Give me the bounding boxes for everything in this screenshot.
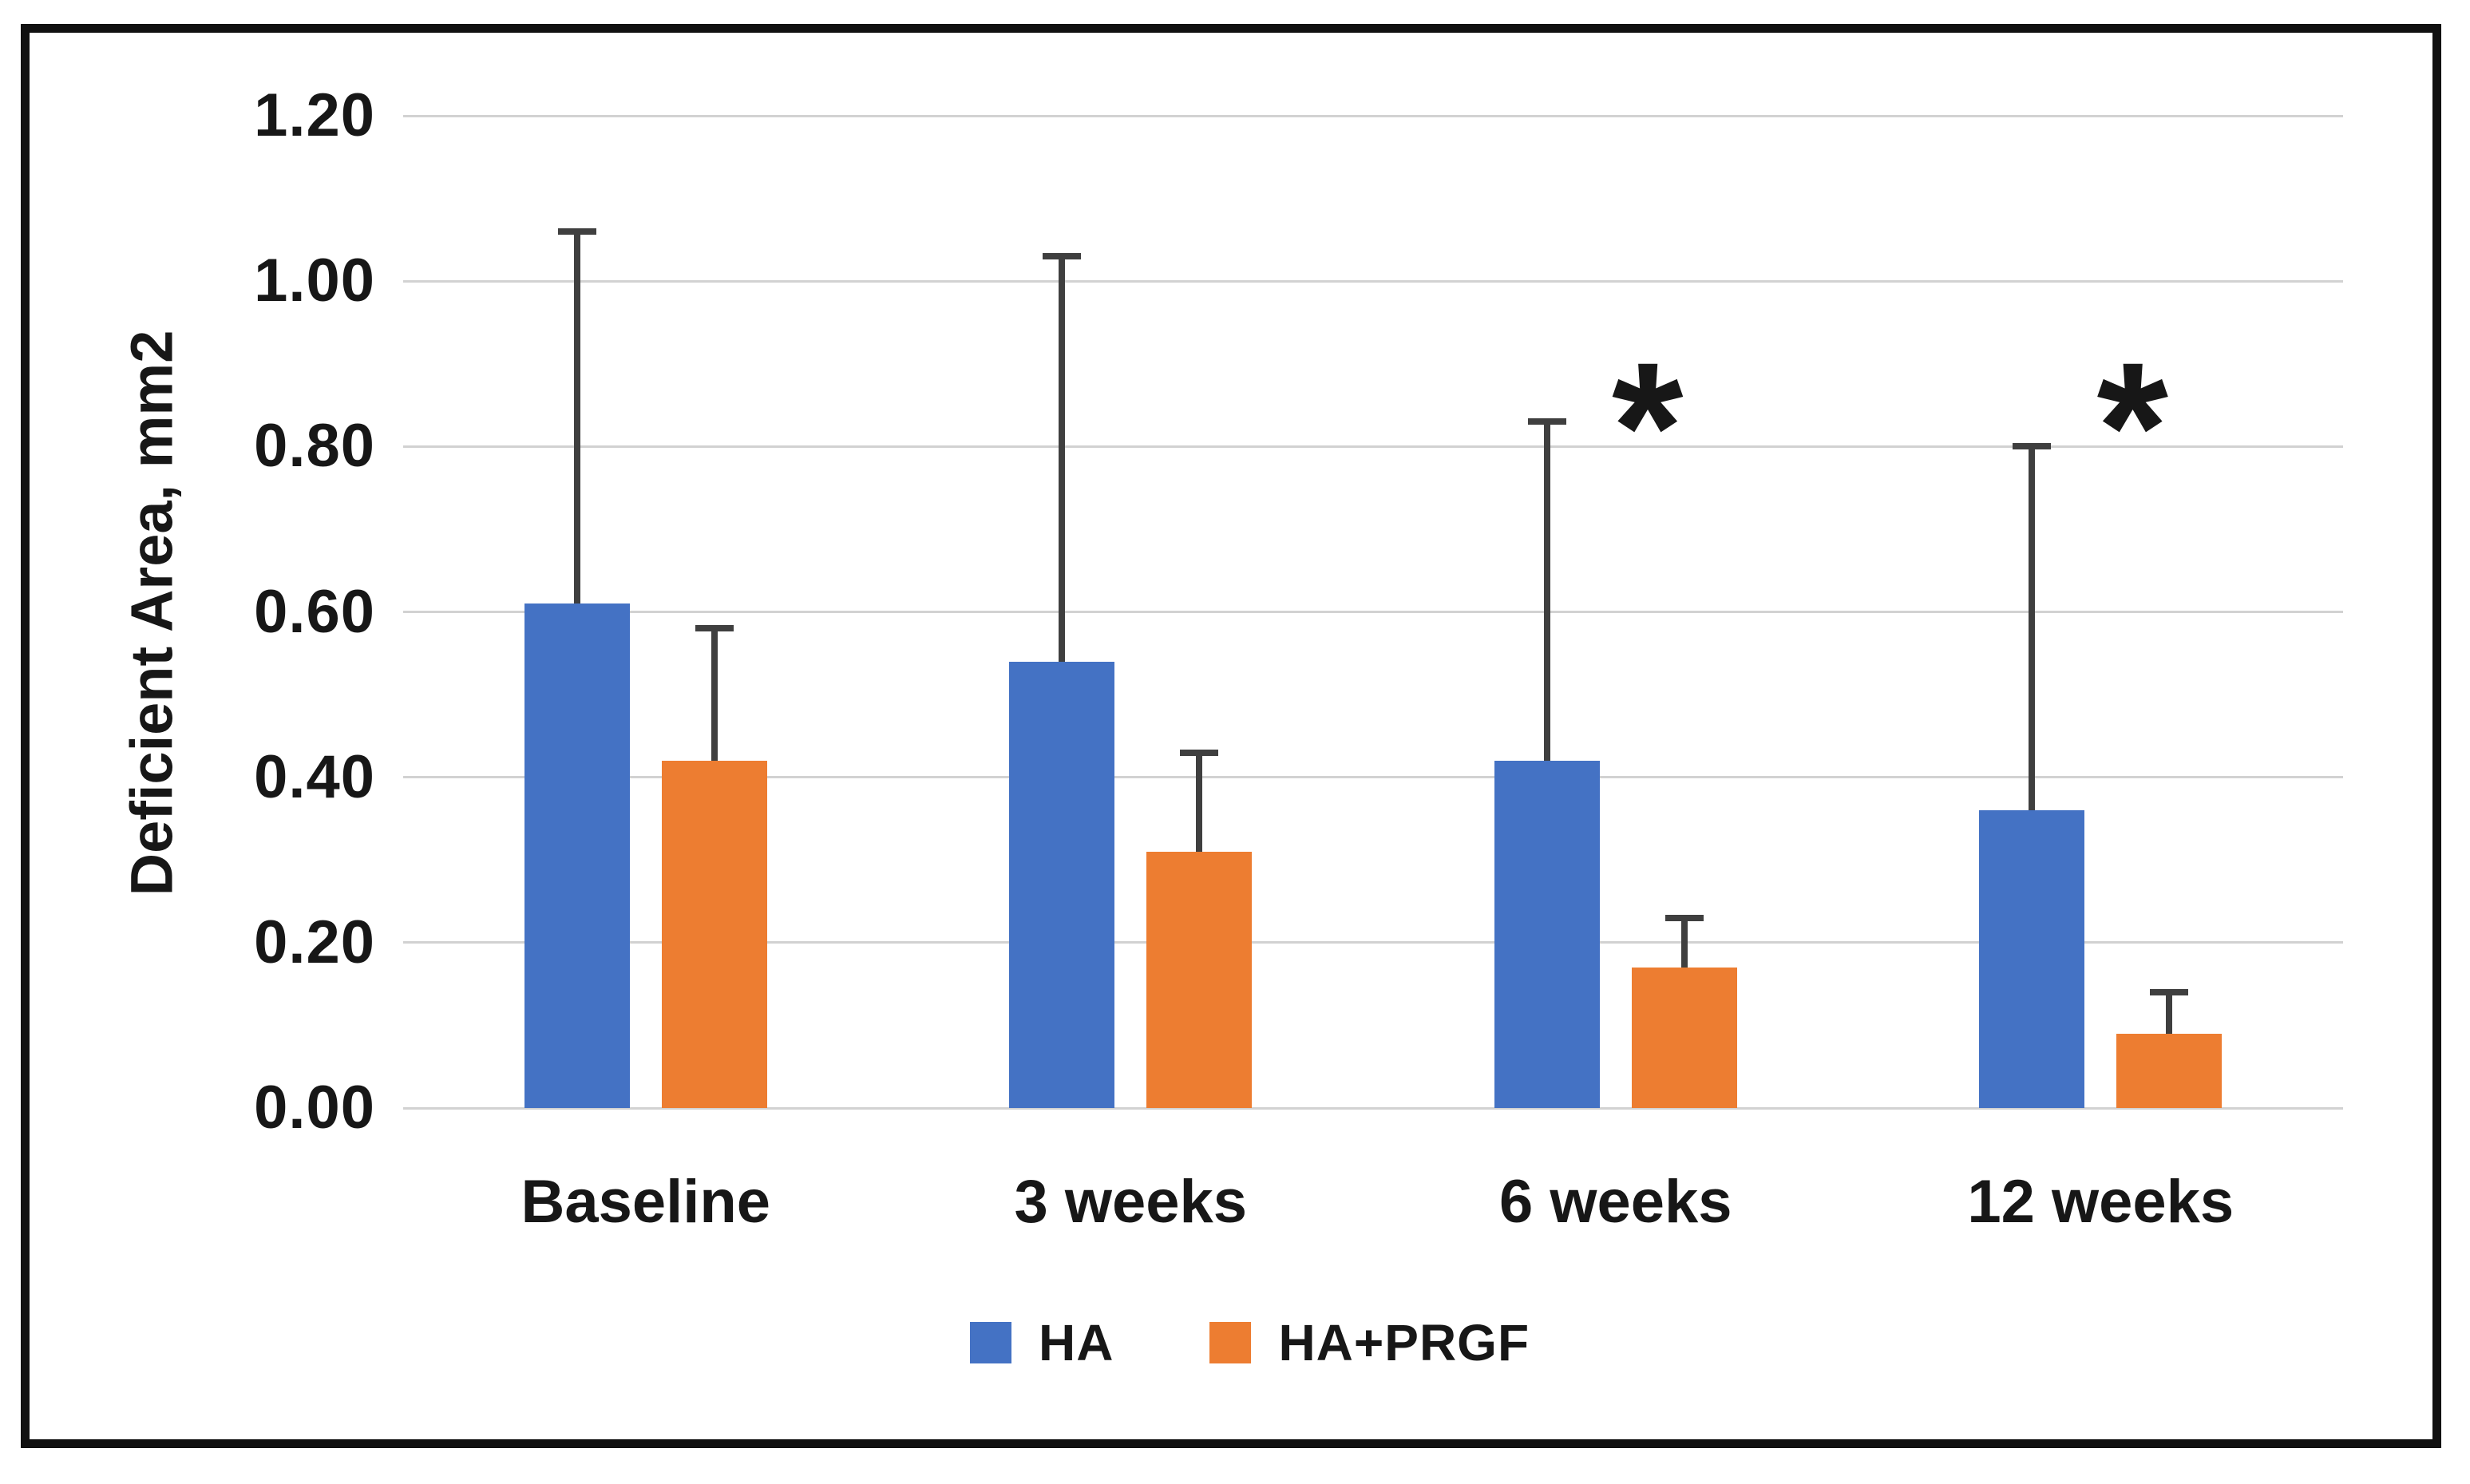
gridline	[403, 445, 2343, 448]
significance-asterisk-12-weeks: *	[2096, 324, 2168, 529]
error-bar-cap	[695, 625, 734, 632]
gridline	[403, 114, 2343, 117]
error-bar-line	[1196, 752, 1203, 852]
error-bar-cap	[1043, 253, 1082, 260]
error-bar-line	[711, 628, 718, 761]
y-axis-title: Deficient Area, mm2	[118, 330, 185, 896]
bar-ha-3-weeks	[1009, 661, 1115, 1108]
y-tick-label: 0.20	[254, 908, 375, 976]
legend-label-ha-prgf: HA+PRGF	[1278, 1314, 1530, 1371]
error-bar-cap	[557, 228, 596, 235]
legend: HA HA+PRGF	[970, 1313, 1530, 1372]
error-bar-line	[1680, 917, 1688, 968]
x-label-6-weeks: 6 weeks	[1498, 1168, 1732, 1236]
error-bar-cap	[1527, 418, 1566, 425]
legend-item-ha: HA	[970, 1313, 1114, 1372]
error-bar-cap	[2150, 988, 2189, 995]
significance-asterisk-6-weeks: *	[1611, 324, 1684, 529]
legend-swatch-ha	[970, 1322, 1011, 1363]
error-bar-line	[2166, 991, 2173, 1034]
error-bar-line	[1543, 421, 1550, 761]
bar-ha-12-weeks	[1979, 810, 2085, 1108]
y-tick-label: 0.40	[254, 742, 375, 811]
y-tick-label: 1.00	[254, 247, 375, 315]
gridline	[403, 776, 2343, 779]
error-bar-cap	[1664, 914, 1704, 921]
x-label-baseline: Baseline	[521, 1168, 771, 1236]
bar-ha-prgf-12-weeks	[2116, 1033, 2223, 1108]
gridline	[403, 1106, 2343, 1110]
gridline	[403, 611, 2343, 613]
error-bar-cap	[2013, 443, 2052, 450]
legend-label-ha: HA	[1039, 1314, 1114, 1371]
chart-border-frame	[21, 24, 2441, 1448]
bar-ha-prgf-baseline	[661, 760, 767, 1108]
gridline	[403, 941, 2343, 944]
legend-item-ha-prgf: HA+PRGF	[1209, 1313, 1530, 1372]
y-tick-label: 0.60	[254, 577, 375, 646]
error-bar-line	[573, 232, 580, 604]
legend-swatch-ha-prgf	[1209, 1322, 1252, 1363]
y-tick-label: 0.80	[254, 412, 375, 481]
gridline	[403, 279, 2343, 283]
error-bar-line	[1059, 256, 1066, 662]
y-tick-label: 0.00	[254, 1074, 375, 1142]
error-bar-line	[2029, 446, 2036, 811]
bar-ha-6-weeks	[1494, 760, 1600, 1108]
bar-ha-prgf-3-weeks	[1146, 851, 1253, 1108]
error-bar-cap	[1180, 749, 1219, 756]
bar-ha-prgf-6-weeks	[1631, 967, 1737, 1108]
bar-ha-baseline	[524, 603, 630, 1108]
y-tick-label: 1.20	[254, 81, 375, 149]
x-label-12-weeks: 12 weeks	[1967, 1168, 2234, 1236]
x-label-3-weeks: 3 weeks	[1014, 1168, 1248, 1236]
